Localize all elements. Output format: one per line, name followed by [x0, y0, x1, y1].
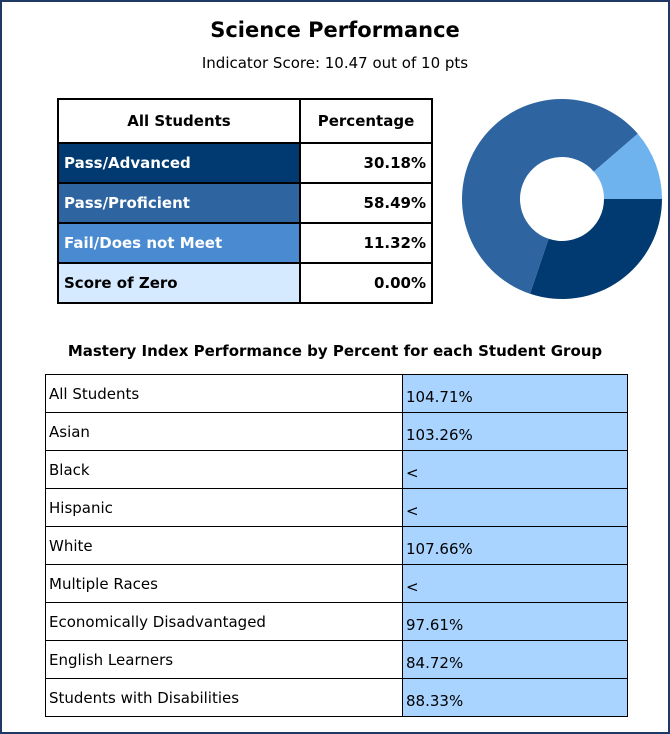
category-cell: Pass/Advanced	[57, 142, 301, 184]
group-name: White	[45, 526, 403, 565]
category-cell: Pass/Proficient	[57, 182, 301, 224]
group-name: Black	[45, 450, 403, 489]
group-value: 103.26%	[402, 412, 628, 451]
group-row: Economically Disadvantaged 97.61%	[45, 602, 628, 641]
group-value: <	[402, 488, 628, 527]
group-name: Hispanic	[45, 488, 403, 527]
group-name: Asian	[45, 412, 403, 451]
percent-cell: 0.00%	[299, 262, 433, 304]
percent-cell: 30.18%	[299, 142, 433, 184]
percent-cell: 58.49%	[299, 182, 433, 224]
header-row: All Students Percentage	[57, 98, 433, 144]
group-value: 107.66%	[402, 526, 628, 565]
title: Science Performance	[210, 18, 460, 42]
summary-row: Score of Zero 0.00%	[57, 262, 433, 304]
group-value: <	[402, 450, 628, 489]
group-row: White 107.66%	[45, 526, 628, 565]
group-value: 97.61%	[402, 602, 628, 641]
group-row: Hispanic <	[45, 488, 628, 527]
group-row: All Students 104.71%	[45, 374, 628, 413]
group-name: Students with Disabilities	[45, 678, 403, 717]
header-cell: Percentage	[299, 98, 433, 144]
donut-slice	[530, 199, 662, 299]
group-value: 104.71%	[402, 374, 628, 413]
group-value: 88.33%	[402, 678, 628, 717]
group-name: English Learners	[45, 640, 403, 679]
summary-row: Fail/Does not Meet 11.32%	[57, 222, 433, 264]
group-name: All Students	[45, 374, 403, 413]
group-value: <	[402, 564, 628, 603]
summary-row: Pass/Proficient 58.49%	[57, 182, 433, 224]
category-cell: Fail/Does not Meet	[57, 222, 301, 264]
group-row: Multiple Races <	[45, 564, 628, 603]
group-row: Black <	[45, 450, 628, 489]
group-row: English Learners 84.72%	[45, 640, 628, 679]
group-name: Multiple Races	[45, 564, 403, 603]
mastery-table: All Students 104.71% Asian 103.26% Black < His…	[45, 374, 628, 717]
category-cell: Score of Zero	[57, 262, 301, 304]
mastery-title: Mastery Index Performance by Percent for…	[67, 342, 603, 360]
summary-row: Pass/Advanced 30.18%	[57, 142, 433, 184]
donut-slice	[461, 98, 638, 294]
summary-table: All Students Percentage Pass/Advanced 30.…	[57, 98, 433, 304]
group-row: Students with Disabilities 88.33%	[45, 678, 628, 717]
group-value: 84.72%	[402, 640, 628, 679]
header-cell: All Students	[57, 98, 301, 144]
donut-chart	[461, 98, 662, 299]
percent-cell: 11.32%	[299, 222, 433, 264]
group-name: Economically Disadvantaged	[45, 602, 403, 641]
subtitle: Indicator Score: 10.47 out of 10 pts	[201, 54, 469, 72]
group-row: Asian 103.26%	[45, 412, 628, 451]
donut-slice	[593, 133, 662, 199]
